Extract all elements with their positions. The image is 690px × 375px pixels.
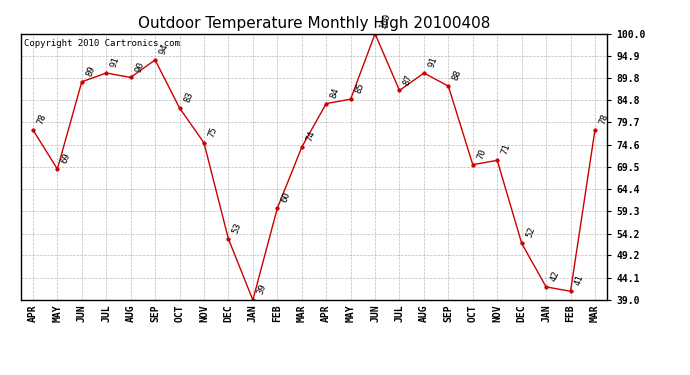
Text: 88: 88 bbox=[451, 69, 463, 82]
Text: 74: 74 bbox=[304, 130, 317, 143]
Text: 91: 91 bbox=[109, 56, 121, 69]
Text: 71: 71 bbox=[500, 143, 512, 156]
Text: 78: 78 bbox=[36, 112, 48, 126]
Text: 41: 41 bbox=[573, 274, 585, 287]
Text: Copyright 2010 Cartronics.com: Copyright 2010 Cartronics.com bbox=[23, 39, 179, 48]
Text: 52: 52 bbox=[524, 226, 537, 239]
Text: 39: 39 bbox=[255, 283, 268, 296]
Text: 89: 89 bbox=[85, 64, 97, 78]
Text: 70: 70 bbox=[475, 147, 488, 160]
Text: 91: 91 bbox=[426, 56, 439, 69]
Text: 100: 100 bbox=[378, 11, 392, 30]
Text: 85: 85 bbox=[353, 82, 366, 95]
Text: 84: 84 bbox=[329, 86, 341, 99]
Text: 78: 78 bbox=[598, 112, 610, 126]
Text: 69: 69 bbox=[60, 152, 72, 165]
Text: 90: 90 bbox=[133, 60, 146, 73]
Text: 87: 87 bbox=[402, 73, 415, 86]
Text: 83: 83 bbox=[182, 91, 195, 104]
Text: 60: 60 bbox=[280, 191, 292, 204]
Text: 75: 75 bbox=[207, 126, 219, 139]
Text: 42: 42 bbox=[549, 270, 561, 283]
Text: 94: 94 bbox=[158, 43, 170, 56]
Text: 53: 53 bbox=[231, 222, 244, 235]
Title: Outdoor Temperature Monthly High 20100408: Outdoor Temperature Monthly High 2010040… bbox=[138, 16, 490, 31]
